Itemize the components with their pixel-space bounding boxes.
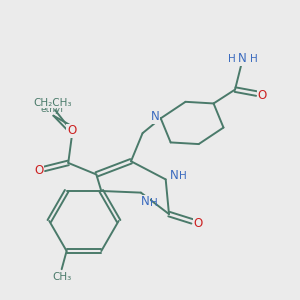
Text: H: H	[250, 53, 257, 64]
Text: O: O	[258, 89, 267, 102]
Text: N: N	[150, 110, 159, 123]
Text: CH₂CH₃: CH₂CH₃	[33, 98, 72, 108]
Text: N: N	[169, 169, 178, 182]
Text: ethyl: ethyl	[40, 105, 63, 114]
Text: H: H	[150, 197, 157, 208]
Text: O: O	[194, 217, 203, 230]
Text: H: H	[228, 53, 236, 64]
Text: O: O	[67, 124, 76, 137]
Text: CH₃: CH₃	[52, 272, 71, 282]
Text: N: N	[238, 52, 247, 65]
Text: O: O	[34, 164, 43, 177]
Text: H: H	[179, 171, 187, 181]
Text: N: N	[140, 195, 149, 208]
